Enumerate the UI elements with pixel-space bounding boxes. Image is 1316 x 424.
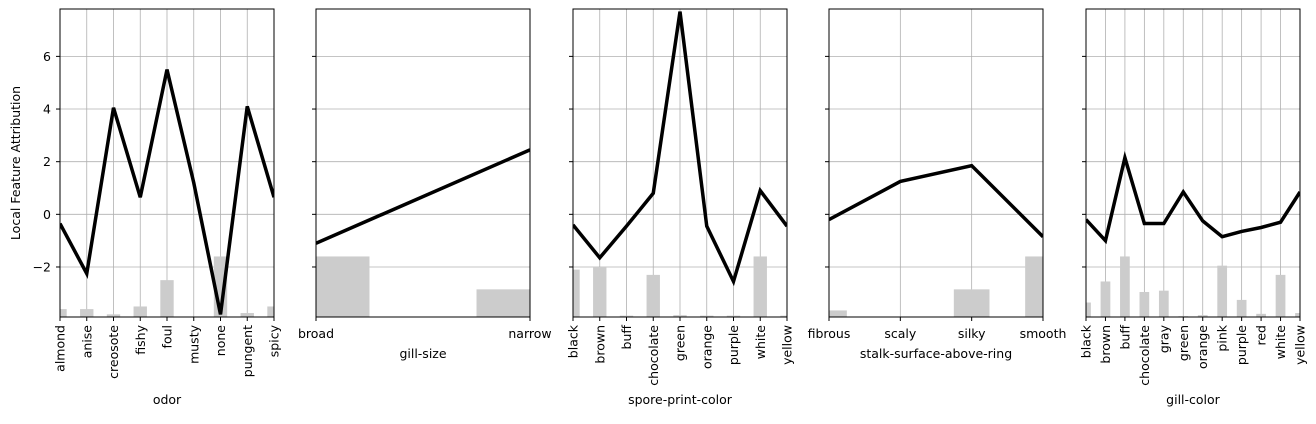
x-tick-label: pink <box>1215 324 1230 351</box>
distribution-bar <box>1236 299 1247 317</box>
panel-spore-print-color: black brown buff chocolate green orange purple… <box>566 8 795 407</box>
x-tick-label: white <box>1273 325 1288 360</box>
x-tick-label: creosote <box>106 325 121 379</box>
distribution-bar <box>1158 290 1169 317</box>
panel-stalk-surface-above-ring: fibrous scaly silky smooth stalk-surface-abo… <box>808 8 1067 361</box>
y-tick-label: 6 <box>43 49 51 64</box>
distribution-bar <box>593 266 607 317</box>
y-tick-label: 2 <box>43 154 51 169</box>
attribution-line <box>829 163 1043 238</box>
x-tick-label: musty <box>186 324 201 364</box>
x-tick-label: yellow <box>780 325 795 365</box>
x-axis-label: gill-size <box>399 346 446 361</box>
x-tick-label: smooth <box>1020 326 1067 341</box>
distribution-bar <box>673 315 687 317</box>
distribution-bar <box>726 315 741 317</box>
x-tick-label: none <box>213 325 228 356</box>
distribution-bar <box>1120 256 1130 317</box>
y-tick-label: 0 <box>43 207 51 222</box>
y-tick-label: −2 <box>33 259 51 274</box>
distribution-bar <box>780 315 787 317</box>
x-tick-label: green <box>1176 325 1191 361</box>
panel-frame <box>315 8 531 318</box>
attribution-line <box>316 148 530 245</box>
distribution-bar <box>80 309 94 317</box>
distribution-bar <box>316 256 370 317</box>
distribution-bar <box>476 289 530 317</box>
distribution-bar <box>1100 281 1111 317</box>
x-tick-label: gray <box>1156 324 1171 353</box>
panel-frame <box>1085 8 1301 318</box>
distribution-bar <box>1139 291 1150 317</box>
x-tick-label: white <box>753 325 768 360</box>
distribution-bar <box>1256 313 1266 317</box>
x-axis-label: gill-color <box>1166 392 1221 407</box>
x-tick-label: broad <box>298 326 334 341</box>
attribution-line <box>1086 150 1300 245</box>
distribution-bar <box>1086 302 1091 317</box>
x-axis-label: spore-print-color <box>628 392 733 407</box>
x-tick-label: almond <box>53 325 68 372</box>
panel-odor: 6 4 2 0 −2 almond anise creosote fishy foul musty n… <box>33 8 282 407</box>
x-tick-label: fibrous <box>808 326 851 341</box>
panel-gill-color: black brown buff chocolate gray green orange pi… <box>1079 8 1308 407</box>
x-tick-label: orange <box>1195 325 1210 369</box>
x-tick-label: silky <box>958 326 986 341</box>
distribution-bar <box>1197 315 1208 317</box>
x-tick-label: chocolate <box>646 325 661 386</box>
distribution-bar <box>106 314 121 317</box>
distribution-bar <box>619 315 634 317</box>
panel-frame <box>828 8 1044 318</box>
y-tick-label: 4 <box>43 102 51 117</box>
panel-gill-size: broad narrow gill-size <box>298 8 552 361</box>
x-tick-label: black <box>1079 324 1094 358</box>
x-axis-label: stalk-surface-above-ring <box>860 346 1012 361</box>
distribution-bar <box>953 289 990 317</box>
distribution-bar <box>240 313 254 317</box>
attribution-line <box>573 11 787 287</box>
x-tick-label: buff <box>1117 325 1132 350</box>
x-tick-label: purple <box>726 325 741 365</box>
x-tick-label: orange <box>699 325 714 369</box>
distribution-bar <box>60 309 67 317</box>
x-tick-label: yellow <box>1293 325 1308 365</box>
x-tick-label: chocolate <box>1137 325 1152 386</box>
x-tick-label: purple <box>1234 325 1249 365</box>
distribution-bar <box>753 256 767 317</box>
distribution-bar <box>1275 274 1286 317</box>
x-tick-label: scaly <box>884 326 917 341</box>
distribution-bar <box>646 274 660 317</box>
x-tick-label: brown <box>592 325 607 364</box>
x-tick-label: red <box>1254 325 1269 346</box>
x-tick-label: buff <box>619 325 634 350</box>
distribution-bar <box>267 306 274 317</box>
x-axis-label: odor <box>153 392 182 407</box>
distribution-bar <box>829 310 847 317</box>
x-tick-label: spicy <box>267 324 282 357</box>
x-tick-label: foul <box>160 325 175 348</box>
distribution-bar <box>160 280 174 317</box>
distribution-bar <box>1217 265 1228 317</box>
x-tick-label: anise <box>79 325 94 359</box>
x-tick-label: pungent <box>240 325 255 377</box>
distribution-bar <box>700 315 714 317</box>
x-tick-label: brown <box>1098 325 1113 364</box>
y-axis-label: Local Feature Attribution <box>8 86 23 240</box>
distribution-bar <box>1025 256 1043 317</box>
x-tick-label: green <box>673 325 688 361</box>
x-tick-label: black <box>566 324 581 358</box>
attribution-line <box>60 69 274 315</box>
x-tick-label: narrow <box>508 326 551 341</box>
distribution-bar <box>573 269 580 317</box>
distribution-bar <box>1295 313 1300 317</box>
distribution-bar <box>133 306 147 317</box>
x-tick-label: fishy <box>133 324 148 354</box>
